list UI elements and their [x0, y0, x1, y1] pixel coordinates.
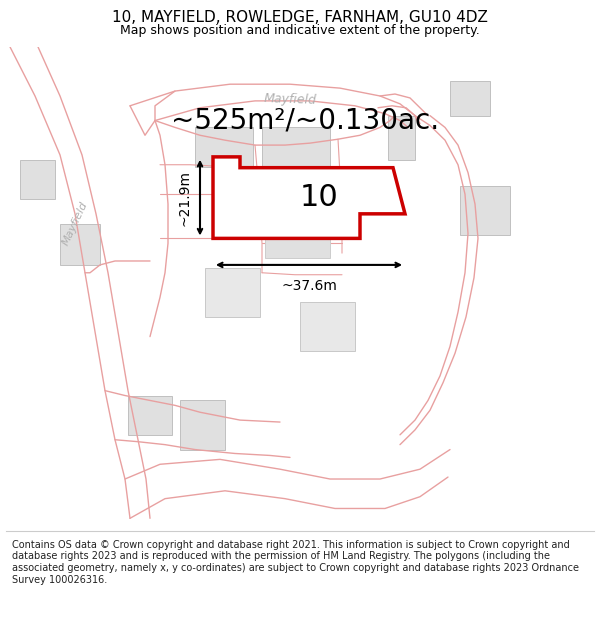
Polygon shape: [388, 116, 415, 160]
Polygon shape: [265, 216, 330, 258]
Polygon shape: [60, 224, 100, 265]
Polygon shape: [300, 302, 355, 351]
Text: Contains OS data © Crown copyright and database right 2021. This information is : Contains OS data © Crown copyright and d…: [12, 540, 579, 584]
Text: Mayfield: Mayfield: [61, 200, 89, 247]
Text: Map shows position and indicative extent of the property.: Map shows position and indicative extent…: [120, 24, 480, 36]
Polygon shape: [205, 268, 260, 317]
Text: ~21.9m: ~21.9m: [178, 169, 192, 226]
Polygon shape: [195, 127, 253, 167]
Text: 10, MAYFIELD, ROWLEDGE, FARNHAM, GU10 4DZ: 10, MAYFIELD, ROWLEDGE, FARNHAM, GU10 4D…: [112, 10, 488, 25]
Text: 10: 10: [299, 183, 338, 212]
Text: ~37.6m: ~37.6m: [281, 279, 337, 292]
Text: ~525m²/~0.130ac.: ~525m²/~0.130ac.: [171, 106, 439, 134]
Polygon shape: [460, 186, 510, 236]
Polygon shape: [450, 81, 490, 116]
Polygon shape: [128, 396, 172, 435]
Polygon shape: [20, 160, 55, 199]
Polygon shape: [213, 157, 405, 238]
Polygon shape: [180, 401, 225, 449]
Polygon shape: [262, 127, 330, 167]
Text: Mayfield: Mayfield: [263, 91, 317, 106]
Polygon shape: [255, 169, 360, 219]
